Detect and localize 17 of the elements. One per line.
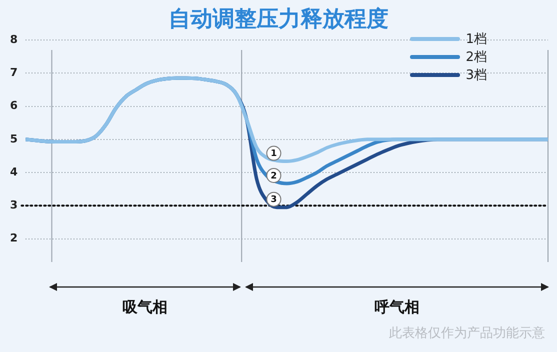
annotation: 2 [270,171,277,182]
y-tick-label: 8 [10,32,18,46]
annotation: 3 [270,195,277,206]
text: 吸气相 [122,298,168,317]
y-tick-label: 4 [10,165,18,178]
y-tick-label: 6 [10,99,18,112]
chart-title: 自动调整压力释放程度 [168,7,388,32]
y-tick-label: 5 [10,132,18,146]
legend-label: 3档 [466,67,487,84]
annotation: 1 [270,149,277,160]
text: 呼气相 [374,298,420,317]
y-tick-label: 7 [10,66,18,79]
legend-label: 1档 [466,31,487,48]
text: 此表格仅作为产品功能示意 [389,325,545,342]
y-tick-label: 3 [10,198,18,212]
y-tick-label: 2 [10,232,18,245]
legend-label: 2档 [466,49,487,66]
